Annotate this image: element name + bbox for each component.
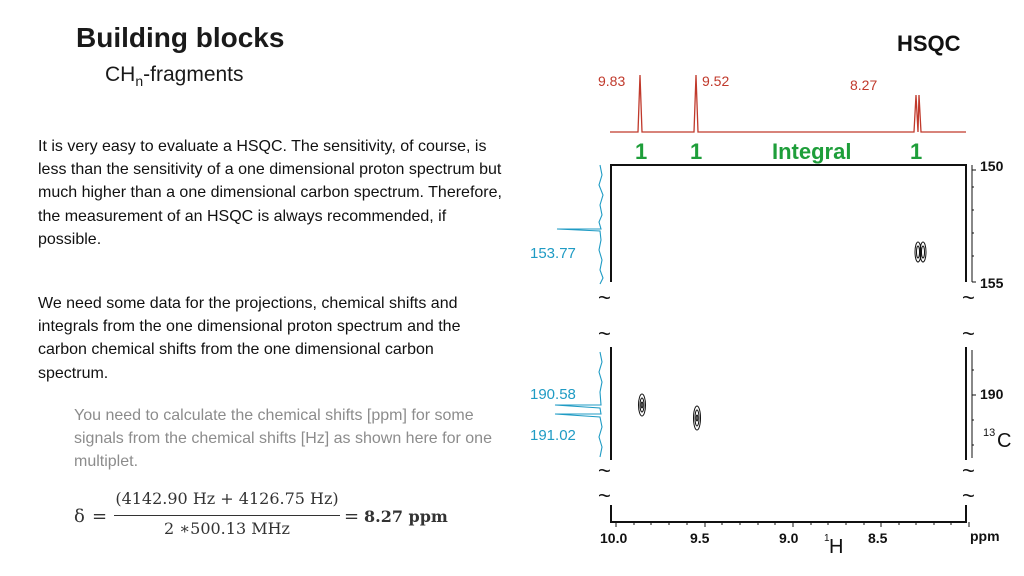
- proton-peak-label-3: 8.27: [850, 77, 877, 93]
- proton-peak-label-2: 9.52: [702, 73, 729, 89]
- cross-peak-9-83: [638, 393, 646, 417]
- data-paragraph: We need some data for the projections, c…: [38, 295, 461, 382]
- formula-equals-1: =: [92, 506, 108, 527]
- cross-peak-8-27: [914, 241, 927, 263]
- axis-break-left-2: ~: [598, 321, 611, 346]
- hsqc-label: HSQC: [897, 31, 961, 56]
- formula-denominator: 2 ∗500.13 MHz: [164, 519, 290, 538]
- page-subtitle: CHn-fragments: [105, 63, 244, 89]
- y-axis-nucleus: C: [997, 430, 1011, 452]
- upper-plot-frame: [610, 164, 967, 282]
- y-axis-tickmarks-lower: [971, 350, 976, 458]
- x-axis-tickmarks: [615, 522, 970, 527]
- y-tick-label-150: 150: [980, 158, 1004, 174]
- formula-result: 8.27 ppm: [364, 507, 448, 526]
- axis-break-right-1: ~: [962, 285, 975, 310]
- y-axis-mass-number: 13: [983, 427, 995, 439]
- shift-formula: δ = (4142.90 Hz + 4126.75 Hz) 2 ∗500.13 …: [74, 484, 494, 544]
- carbon-peak-label-2: 190.58: [530, 386, 576, 403]
- axis-break-left-1: ~: [598, 285, 611, 310]
- formula-equals-2: =: [344, 506, 360, 527]
- x-axis-unit: ppm: [970, 528, 1000, 544]
- integral-value-3: 1: [910, 139, 922, 164]
- carbon-projection-trace-lower: [554, 351, 603, 458]
- x-tick-label-9-5: 9.5: [690, 530, 710, 546]
- y-tick-label-190: 190: [980, 386, 1004, 402]
- page-title: Building blocks: [76, 22, 285, 53]
- proton-projection-trace: [610, 74, 966, 133]
- formula-fraction-bar: [114, 515, 340, 516]
- formula-delta: δ: [74, 506, 85, 527]
- calculation-note: You need to calculate the chemical shift…: [74, 407, 492, 471]
- x-tick-label-10: 10.0: [600, 530, 627, 546]
- formula-numerator: (4142.90 Hz + 4126.75 Hz): [115, 489, 339, 508]
- carbon-peak-label-1: 153.77: [530, 245, 576, 262]
- axis-break-left-4: ~: [598, 483, 611, 508]
- integral-value-1: 1: [635, 139, 647, 164]
- x-tick-label-9: 9.0: [779, 530, 799, 546]
- subtitle-main: CH: [105, 63, 136, 86]
- subtitle-rest: -fragments: [143, 63, 244, 86]
- y-axis-tickmarks-upper: [971, 165, 976, 283]
- subtitle-subscript: n: [135, 73, 144, 90]
- hsqc-spectrum: 9.83 9.52 8.27 1 1 Integral 1 153.77 190…: [530, 73, 1011, 558]
- x-axis-nucleus: H: [829, 536, 843, 558]
- x-tick-label-8-5: 8.5: [868, 530, 888, 546]
- axis-break-right-4: ~: [962, 483, 975, 508]
- axis-break-right-3: ~: [962, 458, 975, 483]
- carbon-peak-label-3: 191.02: [530, 427, 576, 444]
- integral-value-2: 1: [690, 139, 702, 164]
- bottom-plot-frame: [610, 505, 967, 523]
- proton-peak-label-1: 9.83: [598, 73, 625, 89]
- axis-break-left-3: ~: [598, 458, 611, 483]
- x-axis-mass-number: 1: [824, 533, 830, 544]
- cross-peak-9-52: [693, 405, 701, 431]
- y-tick-label-155: 155: [980, 275, 1004, 291]
- integral-title: Integral: [772, 139, 851, 164]
- axis-break-right-2: ~: [962, 321, 975, 346]
- intro-paragraph: It is very easy to evaluate a HSQC. The …: [38, 138, 502, 248]
- carbon-projection-trace: [556, 164, 604, 285]
